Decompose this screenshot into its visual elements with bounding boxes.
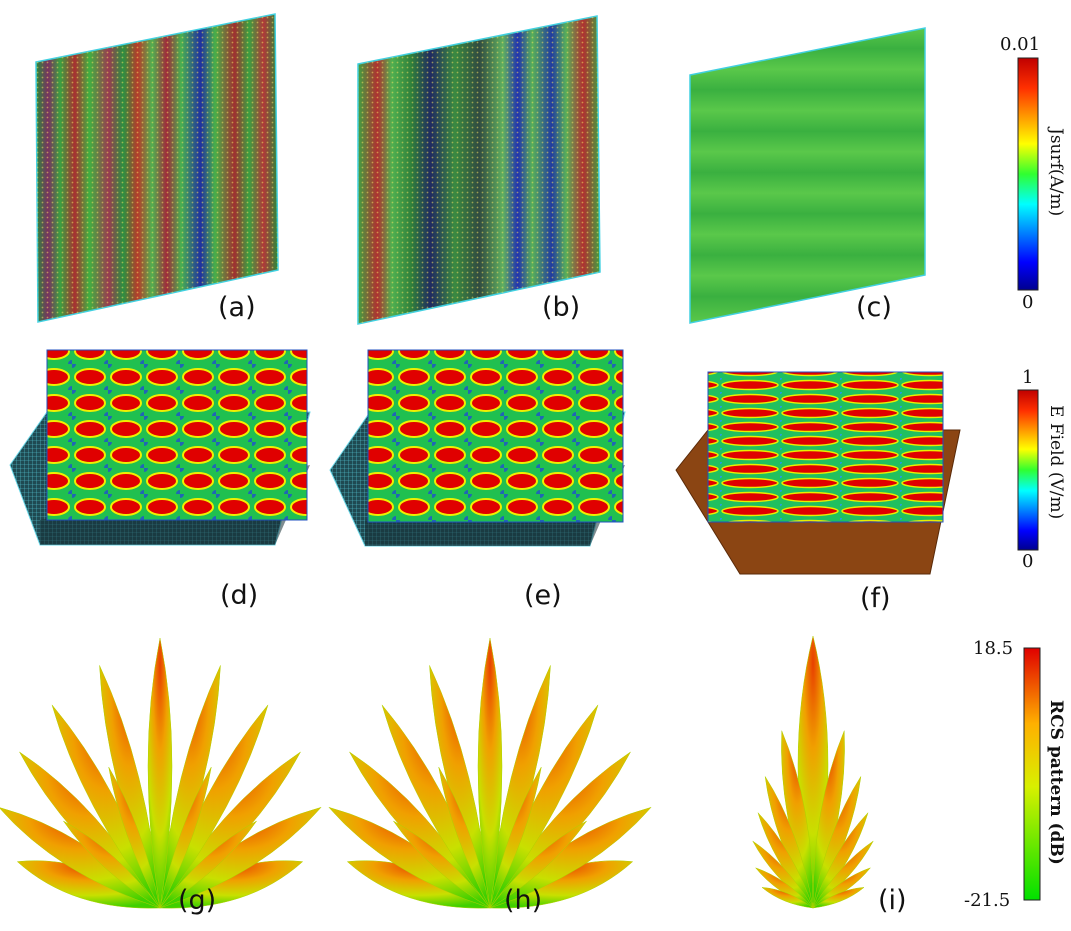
rcs-title: RCS pattern (dB)	[1046, 700, 1066, 865]
efield-title: E Field (V/m)	[1046, 405, 1066, 520]
efield-min-label: 0	[1022, 551, 1034, 572]
panel-c	[689, 27, 926, 324]
rcs-lobe	[147, 637, 173, 909]
colorbar-rcs	[1023, 647, 1041, 901]
rcs-lobe	[489, 766, 542, 909]
jsurf-min-label: 0	[1022, 292, 1034, 313]
panel-d	[9, 349, 311, 546]
panel-label-i: (i)	[878, 885, 907, 916]
panel-label-h: (h)	[504, 885, 543, 916]
jsurf-title: Jsurf(A/m)	[1046, 128, 1066, 217]
rcs-max-label: 18.5	[973, 638, 1014, 659]
panel-label-a: (a)	[218, 292, 256, 323]
rcs-lobe	[159, 766, 212, 909]
panel-a	[35, 13, 279, 323]
rcs-lobe	[489, 820, 587, 909]
panel-g	[0, 637, 322, 909]
panel-label-f: (f)	[860, 583, 891, 614]
rcs-lobe	[761, 887, 814, 909]
rcs-lobe	[812, 887, 865, 909]
jsurf-max-label: 0.01	[1000, 34, 1041, 55]
rcs-min-label: -21.5	[964, 890, 1011, 911]
rcs-lobe	[63, 820, 161, 909]
panel-h	[328, 637, 652, 909]
panel-label-b: (b)	[542, 292, 581, 323]
rcs-lobe	[393, 820, 491, 909]
panel-b	[357, 15, 601, 325]
rcs-lobe	[159, 820, 257, 909]
rcs-lobe	[477, 637, 503, 909]
panel-label-e: (e)	[524, 580, 562, 611]
colorbar-jsurf	[1017, 57, 1039, 291]
colorbar-efield	[1017, 389, 1039, 551]
rcs-lobe	[108, 766, 161, 909]
panel-e	[329, 349, 626, 547]
panel-f	[675, 371, 961, 575]
rcs-lobe	[438, 766, 491, 909]
panel-label-d: (d)	[220, 580, 259, 611]
panel-label-g: (g)	[178, 885, 217, 916]
panel-label-c: (c)	[856, 292, 892, 323]
efield-max-label: 1	[1022, 367, 1034, 388]
panel-i	[752, 635, 874, 909]
